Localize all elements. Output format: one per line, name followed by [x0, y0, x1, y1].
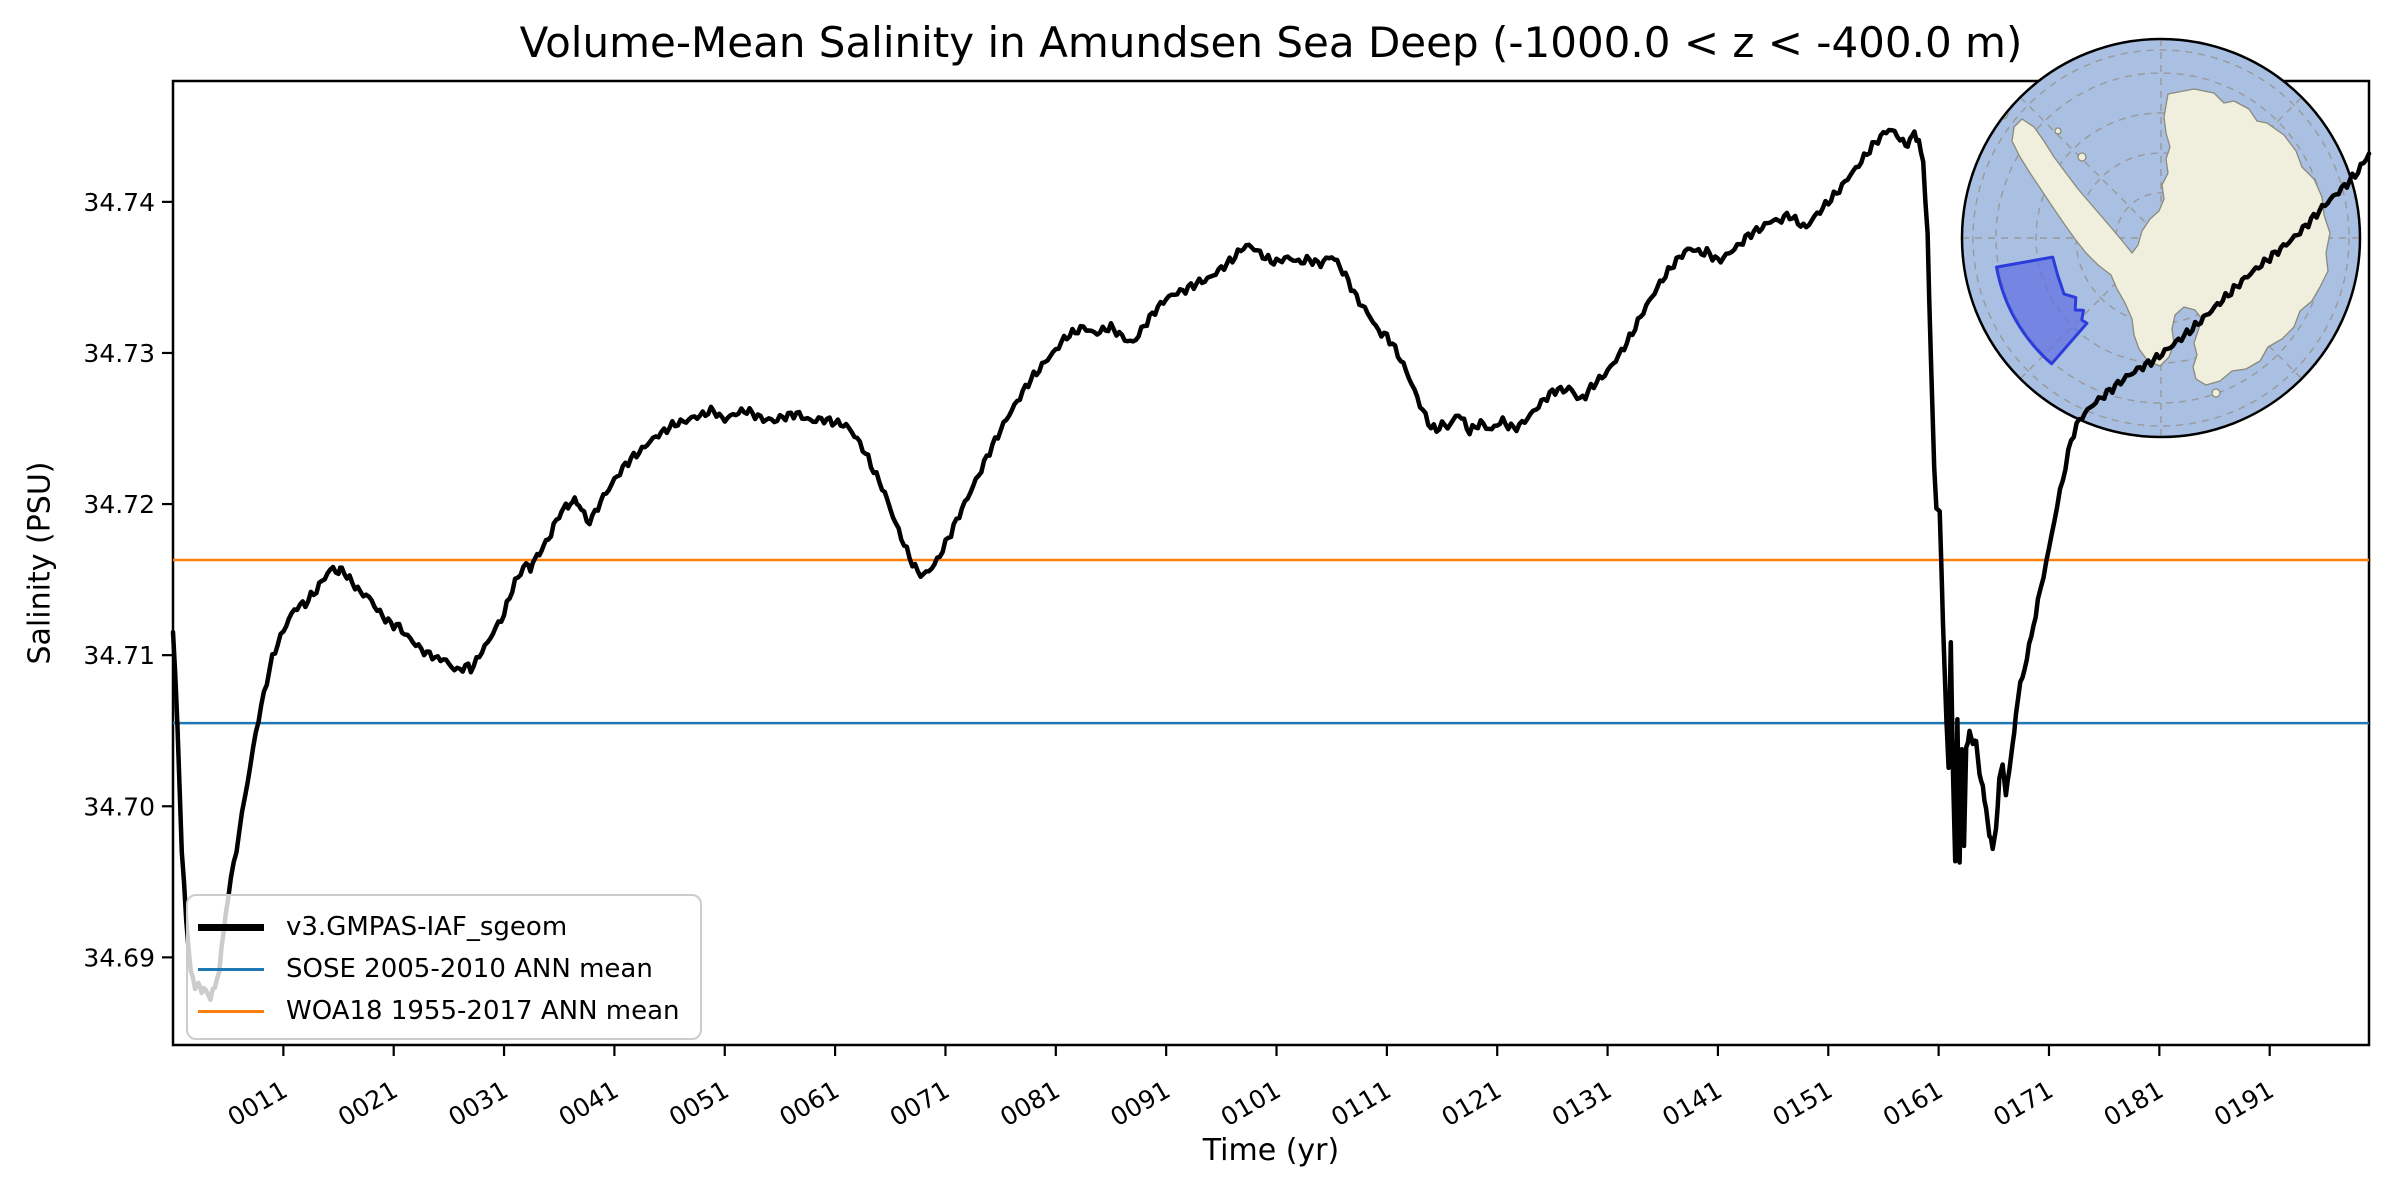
legend: v3.GMPAS-IAF_sgeom SOSE 2005-2010 ANN me…	[186, 894, 702, 1040]
salinity-series-line	[170, 127, 2372, 1003]
x-tick-label: 0071	[885, 1075, 955, 1132]
y-tick-label: 34.73	[83, 339, 155, 368]
x-tick-label: 0081	[995, 1075, 1065, 1132]
series-layer	[170, 127, 2372, 1003]
legend-item-woa: WOA18 1955-2017 ANN mean	[198, 990, 700, 1032]
y-tick-label: 34.71	[83, 641, 155, 670]
x-tick-label: 0141	[1657, 1075, 1727, 1132]
x-tick-label: 0191	[2209, 1075, 2279, 1132]
y-tick-label: 34.69	[83, 943, 155, 972]
x-axis-label: Time (yr)	[1202, 1133, 1340, 1168]
x-tick-label: 0151	[1768, 1075, 1838, 1132]
x-tick-label: 0131	[1547, 1075, 1617, 1132]
x-tick-label: 0021	[333, 1075, 403, 1132]
x-tick-label: 0041	[554, 1075, 624, 1132]
woa-line-swatch	[198, 1009, 264, 1013]
y-axis-label: Salinity (PSU)	[22, 461, 58, 665]
y-tick-label: 34.72	[83, 490, 155, 519]
legend-item-label: SOSE 2005-2010 ANN mean	[286, 954, 653, 984]
legend-item-label: v3.GMPAS-IAF_sgeom	[286, 912, 568, 942]
x-tick-label: 0101	[1216, 1075, 1286, 1132]
amundsen-sea-region-highlight	[1995, 255, 2089, 366]
antarctica-inset-map	[1960, 37, 2362, 439]
legend-item-label: WOA18 1955-2017 ANN mean	[286, 996, 680, 1026]
axes-frame	[171, 79, 2371, 1047]
x-tick-label: 0171	[1988, 1075, 2058, 1132]
y-tick-label: 34.74	[83, 188, 155, 217]
x-tick-label: 0051	[664, 1075, 734, 1132]
legend-item-model: v3.GMPAS-IAF_sgeom	[198, 906, 700, 948]
x-tick-label: 0091	[1106, 1075, 1176, 1132]
x-tick-label: 0031	[443, 1075, 513, 1132]
x-tick-label: 0121	[1437, 1075, 1507, 1132]
x-tick-label: 0011	[223, 1075, 293, 1132]
x-tick-label: 0111	[1326, 1075, 1396, 1132]
x-tick-label: 0161	[1878, 1075, 1948, 1132]
sose-line-swatch	[198, 967, 264, 971]
model-line-swatch	[198, 923, 264, 931]
chart-title: Volume-Mean Salinity in Amundsen Sea Dee…	[519, 18, 2023, 67]
legend-item-sose: SOSE 2005-2010 ANN mean	[198, 948, 700, 990]
x-tick-label: 0181	[2099, 1075, 2169, 1132]
y-tick-label: 34.70	[83, 792, 155, 821]
x-tick-label: 0061	[775, 1075, 845, 1132]
